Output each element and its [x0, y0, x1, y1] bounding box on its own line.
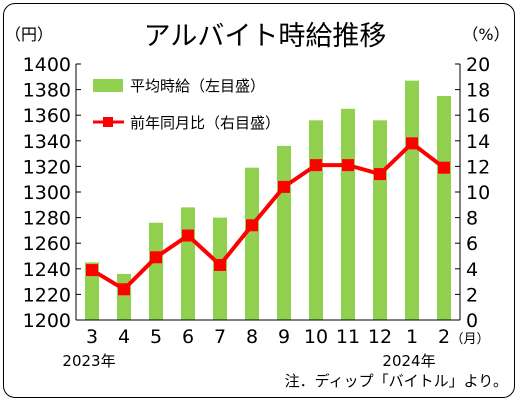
x-tick-label: 8 — [246, 326, 258, 348]
line-point — [86, 264, 98, 277]
line-point — [438, 161, 450, 174]
line-point — [406, 137, 418, 150]
year-label: 2024年 — [382, 352, 435, 370]
right-axis-unit: （%） — [462, 25, 509, 44]
legend-label-bar: 平均時給（左目盛） — [130, 77, 265, 95]
right-tick-label: 14 — [466, 131, 490, 153]
line-point — [214, 258, 226, 271]
bar — [276, 145, 292, 320]
left-tick-label: 1340 — [23, 131, 71, 153]
bar — [372, 120, 388, 320]
x-tick-label: 1 — [406, 326, 418, 348]
legend-label-line: 前年同月比（右目盛） — [130, 114, 280, 132]
line-point — [150, 251, 162, 264]
bar — [404, 80, 420, 320]
bar — [116, 273, 132, 320]
right-tick-label: 12 — [466, 156, 490, 178]
right-tick-label: 16 — [466, 105, 490, 127]
left-tick-label: 1300 — [23, 182, 71, 204]
legend-swatch-bar — [93, 79, 123, 92]
left-axis-unit: （円） — [5, 25, 53, 44]
left-tick-label: 1280 — [23, 208, 71, 230]
right-tick-label: 6 — [466, 233, 478, 255]
bar — [180, 207, 196, 320]
x-tick-label: 2 — [438, 326, 450, 348]
line-point — [118, 283, 130, 296]
left-tick-label: 1380 — [23, 80, 71, 102]
bar — [244, 167, 260, 320]
x-tick-label: 12 — [368, 326, 392, 348]
right-tick-label: 2 — [466, 284, 478, 306]
x-tick-label: 10 — [304, 326, 328, 348]
left-axis-ticks: 1200 1220 1240 1260 1280 1300 1320 1340 1360 1380… — [23, 54, 81, 332]
line-point — [278, 180, 290, 193]
right-tick-label: 8 — [466, 208, 478, 230]
left-tick-label: 1260 — [23, 233, 71, 255]
line-point — [310, 159, 322, 172]
line-point — [182, 229, 194, 242]
left-tick-label: 1240 — [23, 259, 71, 281]
right-tick-label: 20 — [466, 54, 490, 76]
x-tick-label: 7 — [214, 326, 226, 348]
bar — [84, 262, 100, 320]
left-tick-label: 1400 — [23, 54, 71, 76]
x-axis-ticks: 3 4 5 6 7 8 9 10 11 12 1 2 — [86, 326, 450, 348]
bar — [148, 222, 164, 320]
left-tick-label: 1220 — [23, 284, 71, 306]
legend-swatch-marker — [103, 117, 113, 127]
right-tick-label: 4 — [466, 259, 478, 281]
left-tick-label: 1360 — [23, 105, 71, 127]
left-tick-label: 1320 — [23, 156, 71, 178]
x-tick-label: 9 — [278, 326, 290, 348]
bar — [340, 108, 356, 320]
line-point — [374, 168, 386, 181]
left-tick-label: 1200 — [23, 310, 71, 332]
line-series — [86, 137, 450, 296]
right-tick-label: 18 — [466, 80, 490, 102]
x-tick-label: 5 — [150, 326, 162, 348]
bar — [308, 120, 324, 320]
right-tick-label: 10 — [466, 182, 490, 204]
bar — [436, 96, 452, 320]
source-note: 注．ディップ「バイトル」より。 — [285, 372, 508, 390]
right-axis-ticks: 0 2 4 6 8 10 12 14 16 18 20 — [455, 54, 490, 332]
x-axis-unit: （月） — [450, 332, 489, 347]
line-point — [246, 219, 258, 232]
line-point — [342, 159, 354, 172]
right-tick-label: 0 — [466, 310, 478, 332]
x-tick-label: 11 — [336, 326, 360, 348]
year-labels: 2023年 2024年 — [62, 352, 435, 370]
x-tick-label: 3 — [86, 326, 98, 348]
legend: 平均時給（左目盛） 前年同月比（右目盛） — [93, 77, 280, 132]
chart-title: アルバイト時給推移 — [144, 21, 387, 52]
line-path — [90, 141, 446, 292]
year-label: 2023年 — [62, 352, 115, 370]
x-tick-label: 4 — [118, 326, 130, 348]
x-tick-label: 6 — [182, 326, 194, 348]
